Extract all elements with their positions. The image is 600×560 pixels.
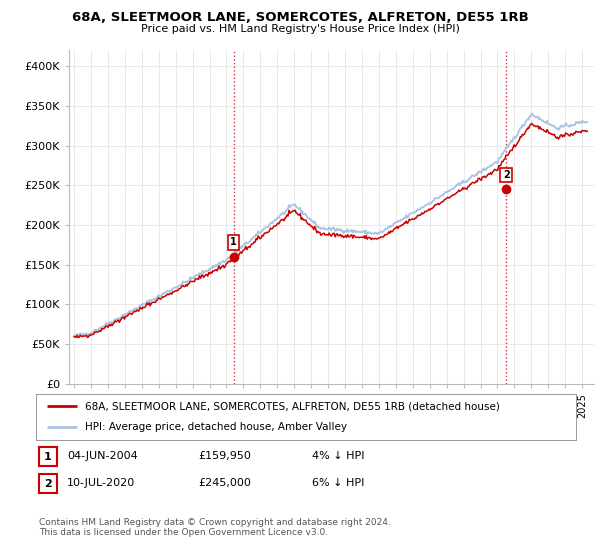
Text: Price paid vs. HM Land Registry's House Price Index (HPI): Price paid vs. HM Land Registry's House …	[140, 24, 460, 34]
Text: £159,950: £159,950	[198, 451, 251, 461]
Text: 1: 1	[230, 237, 237, 248]
Text: £245,000: £245,000	[198, 478, 251, 488]
Text: 1: 1	[44, 452, 52, 461]
Text: 2: 2	[503, 170, 509, 180]
Text: 10-JUL-2020: 10-JUL-2020	[67, 478, 136, 488]
Text: 2: 2	[44, 479, 52, 488]
Text: HPI: Average price, detached house, Amber Valley: HPI: Average price, detached house, Ambe…	[85, 422, 347, 432]
Text: 6% ↓ HPI: 6% ↓ HPI	[312, 478, 364, 488]
Text: 04-JUN-2004: 04-JUN-2004	[67, 451, 138, 461]
Text: Contains HM Land Registry data © Crown copyright and database right 2024.
This d: Contains HM Land Registry data © Crown c…	[39, 518, 391, 538]
Text: 68A, SLEETMOOR LANE, SOMERCOTES, ALFRETON, DE55 1RB: 68A, SLEETMOOR LANE, SOMERCOTES, ALFRETO…	[71, 11, 529, 24]
Text: 4% ↓ HPI: 4% ↓ HPI	[312, 451, 365, 461]
Text: 68A, SLEETMOOR LANE, SOMERCOTES, ALFRETON, DE55 1RB (detached house): 68A, SLEETMOOR LANE, SOMERCOTES, ALFRETO…	[85, 401, 499, 411]
